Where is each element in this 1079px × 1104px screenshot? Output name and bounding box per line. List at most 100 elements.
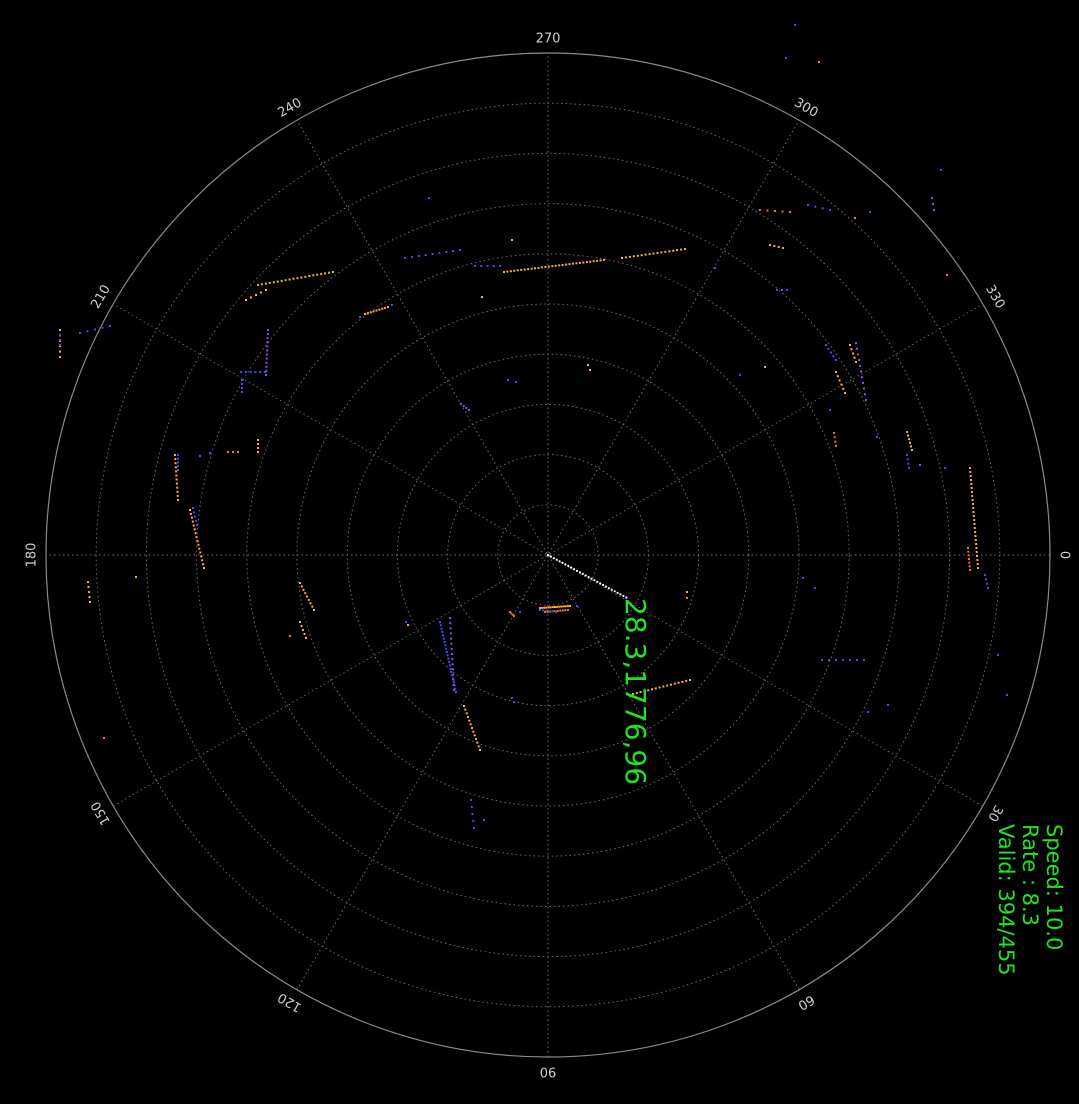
scan-point xyxy=(858,359,860,362)
scan-point xyxy=(842,659,844,661)
scan-point xyxy=(299,582,301,584)
scan-point xyxy=(764,366,766,368)
scan-point xyxy=(486,265,489,267)
scan-point xyxy=(455,691,457,693)
scan-point xyxy=(472,730,475,733)
scan-point xyxy=(175,470,178,473)
scan-point xyxy=(759,209,761,211)
scan-point xyxy=(266,341,269,344)
scan-point xyxy=(582,261,585,264)
scan-point xyxy=(59,356,61,358)
scan-point xyxy=(867,711,869,713)
scan-point xyxy=(969,467,971,469)
scan-point xyxy=(850,348,853,351)
beam-dot xyxy=(610,588,613,591)
scan-point xyxy=(544,266,547,268)
scan-point xyxy=(565,263,568,266)
scan-point xyxy=(835,371,837,373)
scan-point xyxy=(946,274,948,276)
scan-point xyxy=(448,661,451,663)
scan-point xyxy=(654,687,657,690)
scan-point xyxy=(384,306,387,309)
scan-point xyxy=(684,248,686,250)
scan-point xyxy=(469,723,472,726)
scan-point xyxy=(635,692,638,695)
scan-point xyxy=(439,624,442,627)
scan-point xyxy=(860,370,862,373)
scan-point xyxy=(855,342,857,344)
scan-point xyxy=(241,391,243,393)
scan-point xyxy=(451,668,454,671)
scan-point xyxy=(177,465,179,468)
beam-dot xyxy=(596,580,599,583)
scan-point xyxy=(404,257,406,259)
scan-point xyxy=(268,281,271,284)
scan-point xyxy=(835,659,837,661)
scan-point xyxy=(648,253,651,256)
scan-point xyxy=(568,263,571,266)
scan-point xyxy=(832,355,835,358)
scan-point xyxy=(680,248,683,251)
scan-point xyxy=(972,511,975,513)
scan-point xyxy=(199,455,201,457)
beam-dot xyxy=(570,566,573,569)
scan-point xyxy=(89,601,91,603)
scan-point xyxy=(88,596,91,598)
scan-point xyxy=(452,250,455,252)
scan-point xyxy=(668,250,671,253)
scan-point xyxy=(103,737,105,739)
scan-point xyxy=(177,454,179,456)
scan-point xyxy=(174,462,177,465)
scan-point xyxy=(828,659,830,661)
scan-point xyxy=(509,270,512,273)
scan-point xyxy=(769,244,771,246)
scan-point xyxy=(566,605,569,608)
scan-point xyxy=(451,653,453,655)
scan-point xyxy=(483,819,485,821)
scan-point xyxy=(280,279,283,282)
scan-point xyxy=(332,271,334,273)
scan-point xyxy=(560,605,563,608)
scan-point xyxy=(973,527,976,529)
scan-point xyxy=(807,204,809,206)
scan-point xyxy=(257,284,259,286)
scan-point xyxy=(527,268,530,271)
scan-point xyxy=(266,337,269,340)
scan-point xyxy=(551,610,554,613)
scan-point xyxy=(300,625,303,627)
scan-point xyxy=(976,555,978,557)
scan-point xyxy=(628,255,631,258)
scan-point xyxy=(643,690,646,693)
scan-point xyxy=(510,612,513,615)
scan-point xyxy=(856,659,858,661)
bearing-line xyxy=(296,120,800,990)
scan-point xyxy=(265,369,268,372)
scan-point xyxy=(452,683,455,686)
scan-point xyxy=(59,329,61,331)
scan-point xyxy=(971,503,974,505)
scan-point xyxy=(774,210,776,212)
scan-point xyxy=(289,635,291,637)
scan-point xyxy=(987,587,989,589)
scan-point xyxy=(821,659,823,661)
scan-point xyxy=(869,211,871,213)
scan-point xyxy=(830,351,832,354)
scan-point xyxy=(677,681,680,684)
scan-point xyxy=(827,347,830,350)
scan-point xyxy=(887,704,889,706)
scan-point xyxy=(516,269,519,272)
scan-point xyxy=(284,279,287,282)
scan-point xyxy=(972,515,975,517)
scan-point xyxy=(835,445,837,447)
angle-label: 0 xyxy=(1057,551,1072,559)
scan-point xyxy=(833,432,835,434)
scan-point xyxy=(453,689,455,691)
beam-dot xyxy=(552,557,555,560)
beam-dot xyxy=(587,576,590,579)
scan-point xyxy=(299,621,301,623)
scan-point xyxy=(245,299,247,301)
scan-point xyxy=(539,609,541,611)
stats-panel: Speed: 10.0 Rate : 8.3 Valid: 394/455 xyxy=(994,824,1066,976)
polar-grid xyxy=(45,52,1051,1058)
